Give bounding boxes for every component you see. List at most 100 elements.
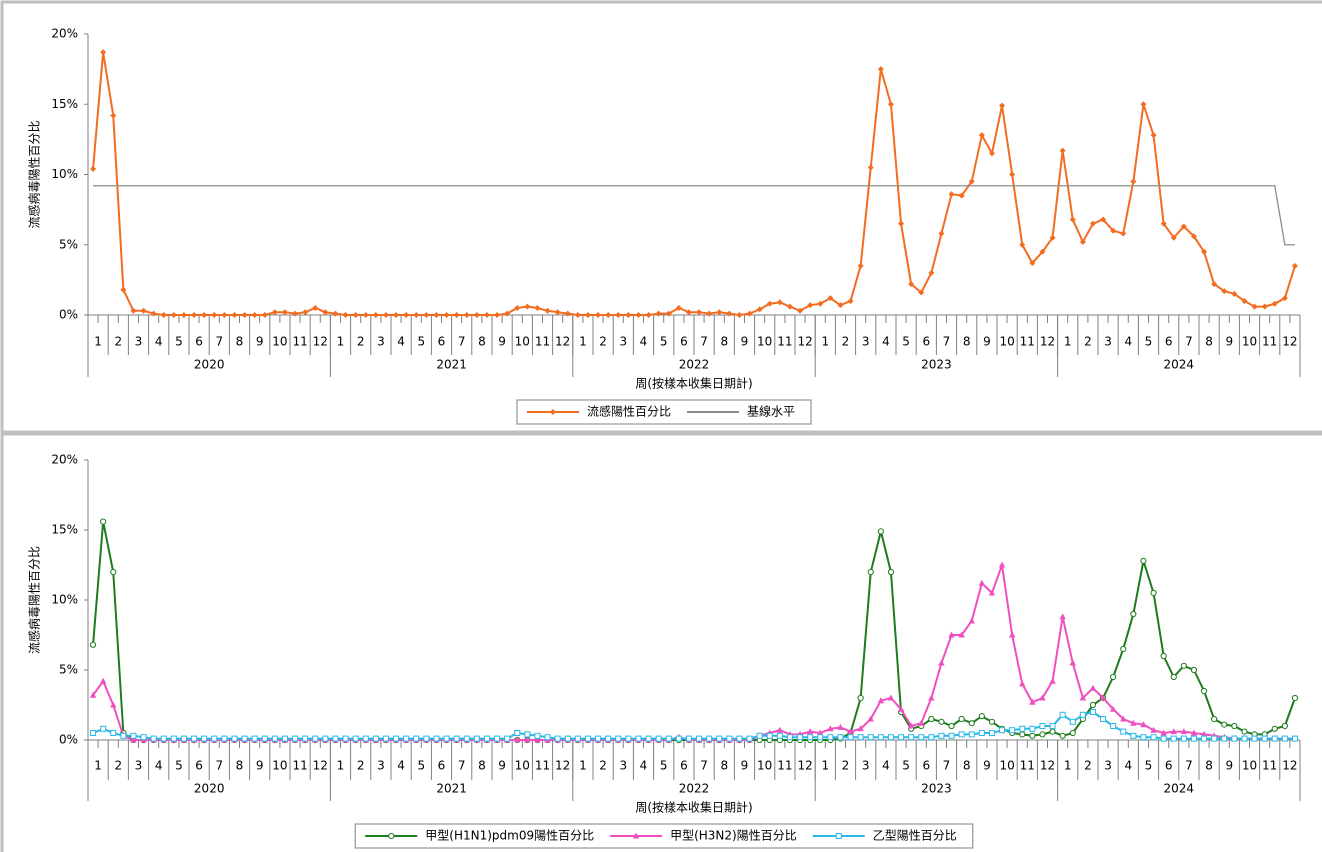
x-tick-label: 12 [1282, 335, 1297, 349]
y-axis-title: 流感病毒陽性百分比 [27, 546, 42, 654]
point-marker [696, 309, 703, 316]
point-marker [807, 302, 814, 309]
point-marker [574, 735, 581, 742]
point-marker [110, 730, 117, 736]
x-tick-label: 3 [1104, 759, 1112, 773]
point-marker [1019, 731, 1026, 738]
point-marker [807, 734, 814, 741]
point-marker [524, 736, 531, 743]
point-marker [463, 312, 470, 318]
point-marker [958, 631, 965, 638]
x-tick-label: 3 [1104, 335, 1112, 349]
point-marker [271, 309, 278, 316]
point-marker [443, 312, 450, 318]
x-tick-label: 2 [599, 759, 607, 773]
point-marker [968, 178, 975, 185]
point-marker [847, 297, 854, 304]
legend-label: 基線水平 [747, 404, 795, 419]
point-marker [1130, 610, 1137, 618]
x-tick-label: 9 [256, 759, 264, 773]
point-marker [1100, 216, 1107, 223]
point-marker [918, 719, 925, 726]
point-marker [504, 310, 511, 317]
y-tick-label: 10% [51, 593, 78, 607]
x-tick-label: 1 [94, 759, 102, 773]
point-marker [1039, 248, 1046, 255]
point-marker [211, 312, 218, 318]
point-marker [1029, 732, 1036, 739]
point-marker [1059, 613, 1066, 620]
point-marker [938, 230, 945, 237]
point-marker [817, 300, 824, 307]
x-tick-label: 7 [215, 759, 223, 773]
legend: 甲型(H1N1)pdm09陽性百分比 甲型(H3N2)陽性百分比 乙型陽性百分比 [354, 823, 974, 849]
point-marker [706, 735, 713, 742]
point-marker [928, 715, 935, 723]
point-marker [1099, 694, 1107, 701]
x-tick-label: 10 [272, 335, 287, 349]
point-marker [1110, 227, 1117, 234]
point-marker [342, 312, 349, 318]
x-tick-label: 1 [337, 759, 345, 773]
x-tick-label: 9 [983, 335, 991, 349]
point-marker [1140, 734, 1147, 741]
series-line [92, 521, 1296, 741]
x-tick-label: 3 [619, 335, 627, 349]
point-marker [110, 701, 117, 708]
point-marker [473, 312, 480, 318]
point-marker [857, 734, 864, 741]
point-marker [1170, 673, 1177, 681]
x-tick-label: 7 [700, 759, 708, 773]
point-marker [352, 735, 359, 742]
point-marker [150, 310, 157, 317]
point-marker [776, 299, 783, 306]
point-marker [1130, 178, 1137, 185]
x-group-label: 2024 [1164, 358, 1195, 372]
point-marker [372, 735, 379, 742]
point-marker [1089, 709, 1096, 715]
point-marker [827, 734, 834, 741]
x-group-label: 2020 [194, 782, 225, 796]
point-marker [1221, 288, 1228, 295]
x-tick-label: 12 [1040, 759, 1055, 773]
point-marker [99, 677, 107, 684]
x-tick-label: 10 [515, 759, 530, 773]
point-marker [1211, 281, 1218, 288]
x-tick-label: 11 [535, 335, 550, 349]
point-marker [1120, 715, 1127, 722]
point-marker [827, 725, 834, 732]
point-marker [665, 310, 672, 317]
point-marker [847, 734, 854, 741]
point-marker [786, 303, 793, 310]
point-marker [1231, 735, 1238, 742]
y-axis-title: 流感病毒陽性百分比 [27, 120, 42, 228]
x-tick-label: 6 [922, 335, 930, 349]
x-tick-label: 8 [963, 335, 971, 349]
point-marker [1281, 735, 1288, 742]
x-tick-label: 4 [155, 759, 163, 773]
x-tick-label: 2 [599, 335, 607, 349]
point-marker [1140, 557, 1147, 564]
point-marker [837, 723, 844, 730]
point-marker [1160, 735, 1167, 742]
x-tick-label: 4 [1124, 759, 1132, 773]
point-marker [837, 734, 844, 741]
point-marker [1110, 723, 1117, 729]
point-marker [130, 732, 137, 739]
x-tick-label: 5 [902, 335, 910, 349]
point-marker [261, 735, 268, 742]
point-marker [322, 309, 329, 316]
x-tick-label: 12 [797, 759, 812, 773]
x-tick-label: 1 [1064, 759, 1072, 773]
point-marker [877, 66, 884, 73]
point-marker [786, 734, 793, 741]
x-tick-label: 5 [1145, 335, 1153, 349]
point-marker [1271, 725, 1278, 732]
point-marker [352, 312, 359, 318]
point-marker [130, 307, 137, 314]
legend-marker [632, 832, 640, 839]
point-marker [867, 715, 874, 722]
point-marker [1039, 731, 1046, 738]
point-marker [150, 735, 157, 742]
x-tick-label: 2 [1084, 759, 1092, 773]
